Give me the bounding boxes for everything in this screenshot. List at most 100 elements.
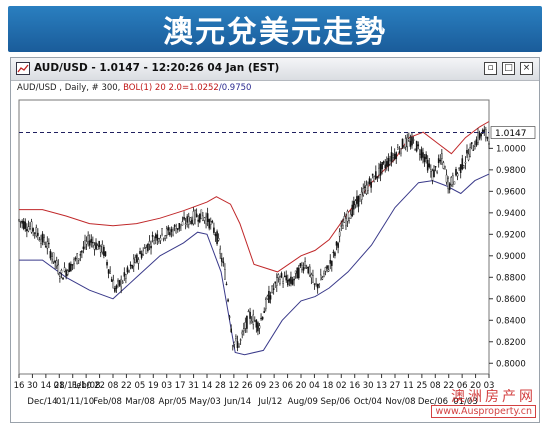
candle-body (370, 182, 372, 188)
candle-body (442, 162, 445, 169)
candle-body (433, 169, 435, 178)
candle-body (338, 231, 341, 237)
candle-body (406, 137, 409, 148)
candle-body (35, 227, 38, 237)
x-month-label: Nov/08 (385, 397, 415, 407)
candle-body (340, 225, 343, 227)
x-tick-label: 06 (457, 381, 468, 391)
x-month-label: Jul/12 (257, 397, 282, 407)
candle-body (420, 149, 423, 159)
candle-body (426, 160, 429, 171)
x-month-label: Sep/06 (320, 397, 350, 407)
candle-body (334, 252, 336, 256)
candle-body (296, 267, 299, 279)
candle-body (315, 283, 317, 285)
candle-body (71, 264, 74, 266)
candle-body (285, 275, 288, 281)
maximize-icon[interactable]: □ (502, 62, 515, 75)
page-banner: 澳元兌美元走勢 (8, 6, 542, 52)
candle-body (250, 321, 253, 323)
candle-body (263, 310, 266, 314)
candle-body (92, 242, 94, 244)
candle-body (378, 167, 380, 176)
candle-body (136, 254, 138, 263)
candle-body (257, 322, 259, 332)
candle-body (390, 152, 393, 162)
candle-body (408, 138, 410, 141)
candle-body (228, 316, 231, 318)
x-month-label: May/03 (190, 397, 221, 407)
candle-body (326, 265, 328, 269)
candle-body (208, 219, 211, 229)
candle-body (110, 279, 113, 282)
candle-body (327, 269, 330, 272)
candle-body (62, 277, 64, 280)
candle-body (77, 258, 80, 261)
candle-body (401, 138, 404, 149)
candle-body (239, 339, 242, 341)
candle-body (65, 270, 67, 277)
candle-body (178, 223, 181, 229)
candle-body (376, 176, 379, 178)
candle-body (261, 316, 264, 320)
x-tick-label: Feb/08 (72, 381, 101, 391)
x-month-label: Oct/04 (354, 397, 382, 407)
candle-body (241, 331, 244, 335)
x-month-label: Aug/09 (288, 397, 318, 407)
candle-body (154, 234, 157, 239)
x-tick-label: 22 (94, 381, 105, 391)
x-tick-label: 11 (403, 381, 414, 391)
candle-body (48, 242, 50, 245)
y-tick-label: 0.8600 (496, 295, 526, 305)
candle-body (331, 260, 333, 266)
candle-body (85, 241, 88, 245)
upper-bollinger-band (19, 121, 490, 273)
candle-body (227, 299, 229, 302)
legend-lower: /0.9750 (218, 83, 252, 93)
candle-body (225, 283, 228, 286)
x-tick-label: 22 (121, 381, 132, 391)
candle-body (318, 284, 321, 287)
candle-body (297, 267, 300, 279)
candle-body (434, 166, 437, 168)
candle-body (464, 161, 467, 164)
candle-body (46, 241, 49, 249)
candle-body (109, 271, 111, 274)
candle-body (375, 171, 377, 180)
candle-body (279, 279, 281, 284)
candle-body (205, 216, 207, 225)
candle-body (448, 183, 451, 190)
candle-body (148, 241, 151, 245)
candle-body (147, 243, 149, 251)
candle-body (175, 228, 177, 234)
candle-body (131, 265, 133, 269)
candle-body (478, 132, 481, 139)
candle-body (161, 228, 163, 235)
x-tick-label: 16 (349, 381, 360, 391)
close-icon[interactable]: × (520, 62, 533, 75)
y-tick-label: 0.8800 (496, 273, 526, 283)
restore-icon[interactable]: ▫ (484, 62, 497, 75)
candle-body (403, 147, 405, 149)
candle-body (415, 141, 418, 152)
candle-body (459, 164, 462, 173)
candle-body (387, 158, 390, 167)
candle-body (68, 263, 71, 273)
candle-body (323, 273, 325, 277)
candle-body (202, 215, 204, 221)
candle-body (456, 173, 459, 177)
candle-body (52, 252, 55, 262)
candle-body (235, 336, 237, 339)
candle-body (123, 272, 126, 277)
candle-body (419, 153, 421, 155)
candle-body (409, 140, 412, 147)
candle-body (120, 279, 122, 288)
candle-body (412, 139, 415, 141)
candle-body (41, 233, 44, 243)
candle-body (203, 217, 206, 221)
candle-body (272, 288, 275, 290)
candle-body (371, 173, 374, 176)
candle-body (81, 250, 83, 253)
candle-body (485, 129, 487, 138)
candle-body (455, 168, 457, 176)
